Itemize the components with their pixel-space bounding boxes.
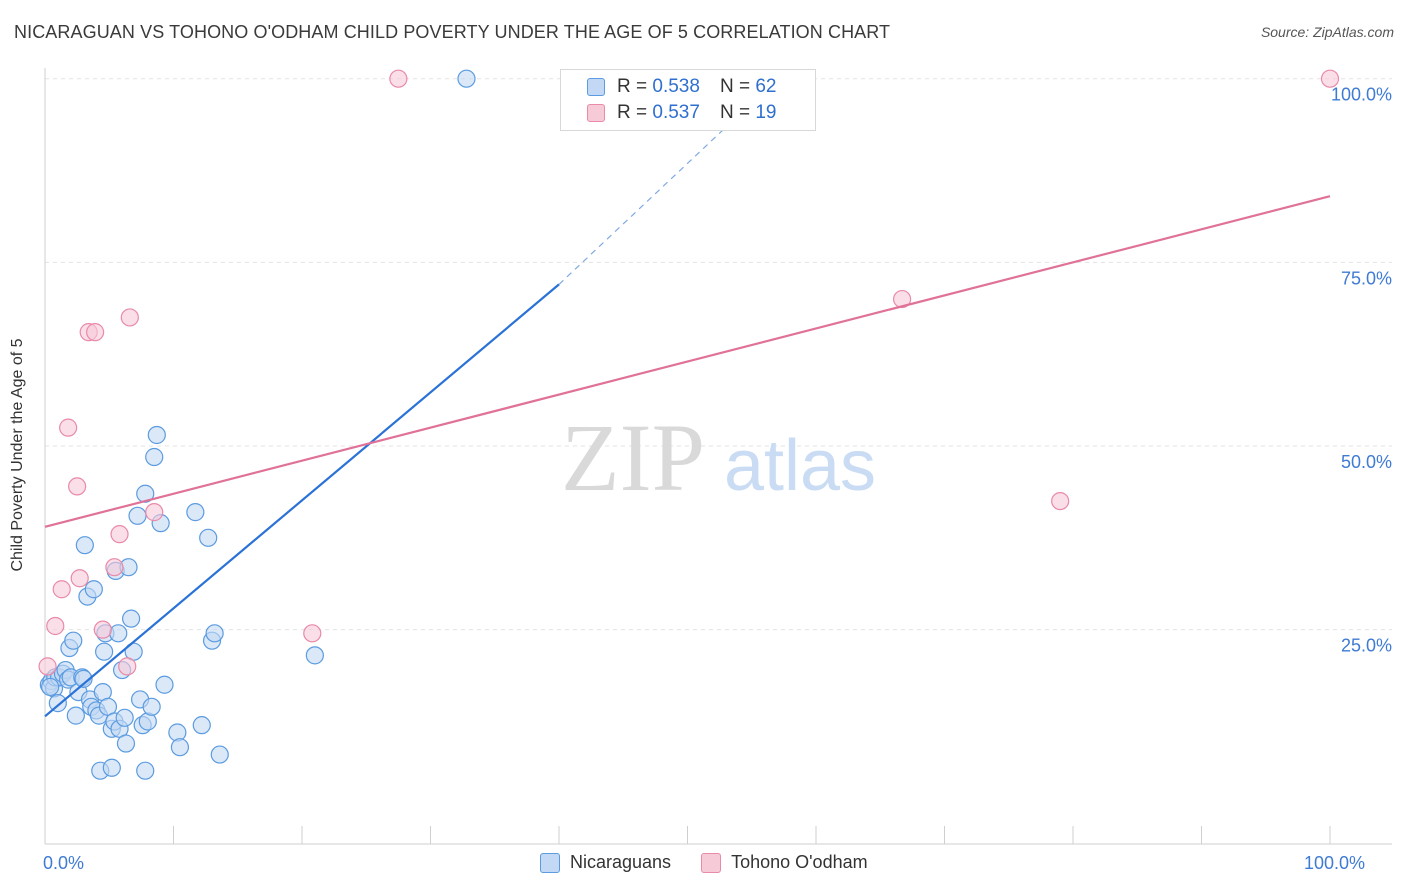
tohono-swatch	[587, 104, 605, 122]
nicaraguans-point	[116, 734, 136, 753]
tohono-point	[59, 418, 78, 437]
nicaraguans-r-value: 0.538	[652, 76, 700, 97]
tohono-point	[70, 569, 89, 588]
nicaraguans-point	[145, 447, 164, 467]
x-tick-label: 100.0%	[1304, 853, 1365, 873]
tohono-n-value: 19	[755, 102, 777, 123]
nicaraguans-point	[115, 708, 134, 727]
n-label: N =	[719, 102, 751, 123]
nicaraguans-point	[136, 761, 155, 780]
nicaraguans-point	[136, 484, 155, 503]
legend-row-tohono: R = 0.537 N = 19	[587, 101, 776, 125]
nicaraguans-point	[205, 624, 224, 643]
nicaraguans-point	[128, 506, 147, 525]
tohono-trend-line	[44, 195, 1331, 528]
tohono-point	[68, 477, 87, 496]
nicaraguans-point	[170, 738, 190, 757]
nicaraguans-point	[186, 503, 205, 522]
legend-item-tohono: Tohono O'odham	[701, 852, 868, 873]
y-tick-label: 75.0%	[1341, 268, 1392, 288]
nicaraguans-n-value: 62	[755, 76, 777, 97]
watermark-atlas: atlas	[724, 426, 876, 506]
nicaraguans-point	[102, 758, 121, 777]
nicaraguans-point	[142, 697, 161, 716]
nicaraguans-swatch	[587, 78, 605, 96]
tohono-point	[303, 624, 322, 643]
nicaraguans-point	[210, 745, 229, 764]
tohono-legend-label: Tohono O'odham	[731, 852, 868, 872]
nicaraguans-trend-line	[44, 283, 560, 718]
x-tick-label: 0.0%	[43, 853, 84, 873]
tohono-point	[1320, 69, 1340, 88]
chart-title: NICARAGUAN VS TOHONO O'ODHAM CHILD POVER…	[14, 22, 891, 42]
tohono-point	[118, 657, 137, 676]
axes	[44, 68, 1392, 845]
r-label: R =	[617, 76, 648, 97]
y-tick-label: 100.0%	[1331, 85, 1392, 105]
nicaraguans-point	[147, 425, 166, 445]
nicaraguans-point	[155, 675, 174, 694]
tohono-point	[892, 289, 912, 309]
data-points	[38, 69, 1340, 780]
y-tick-label: 25.0%	[1341, 636, 1392, 656]
tohono-point	[52, 580, 71, 599]
n-label: N =	[719, 76, 751, 97]
nicaraguans-point	[64, 631, 83, 650]
tohono-point	[110, 525, 129, 544]
nicaraguans-legend-label: Nicaraguans	[570, 852, 672, 872]
nicaraguans-point	[75, 536, 94, 555]
tohono-point	[389, 69, 408, 88]
nicaraguans-point	[84, 580, 103, 599]
r-label: R =	[617, 102, 648, 123]
nicaraguans-point	[74, 669, 93, 688]
nicaraguans-point	[199, 528, 218, 547]
tohono-legend-swatch	[701, 852, 722, 873]
legend-item-nicaraguans: Nicaraguans	[540, 852, 671, 873]
nicaraguans-point	[168, 723, 187, 742]
tohono-r-value: 0.537	[652, 102, 700, 123]
tohono-point	[38, 657, 57, 676]
nicaraguans-point	[66, 706, 85, 725]
nicaraguans-point	[109, 624, 128, 643]
tohono-point	[105, 558, 124, 577]
gridlines	[45, 78, 1392, 631]
nicaraguans-point	[457, 69, 476, 88]
watermark: ZIP atlas	[561, 404, 876, 511]
nicaraguans-point	[121, 609, 141, 628]
tohono-point	[120, 308, 139, 327]
nicaraguans-legend-swatch	[540, 852, 560, 873]
series-legend: Nicaraguans Tohono O'odham	[540, 852, 898, 873]
tick-labels: 25.0% 50.0% 75.0% 100.0% 0.0% 100.0%	[43, 85, 1392, 873]
nicaraguans-point	[48, 694, 67, 713]
chart-source: Source: ZipAtlas.com	[1260, 24, 1394, 40]
tohono-point	[1051, 491, 1070, 511]
nicaraguans-point	[305, 646, 324, 665]
tohono-point	[93, 620, 112, 639]
trend-lines	[44, 78, 1331, 718]
legend-row-nicaraguans: R = 0.538 N = 62	[587, 75, 776, 99]
tohono-point	[145, 503, 164, 522]
tohono-point	[46, 616, 65, 636]
tohono-point	[86, 323, 105, 342]
nicaraguans-point	[41, 677, 60, 697]
correlation-legend: R = 0.538 N = 62 R = 0.537 N = 19	[560, 69, 816, 131]
nicaraguans-point	[95, 642, 114, 661]
y-tick-label: 50.0%	[1341, 452, 1392, 472]
nicaraguans-point	[192, 716, 211, 735]
watermark-zip: ZIP	[561, 404, 705, 511]
